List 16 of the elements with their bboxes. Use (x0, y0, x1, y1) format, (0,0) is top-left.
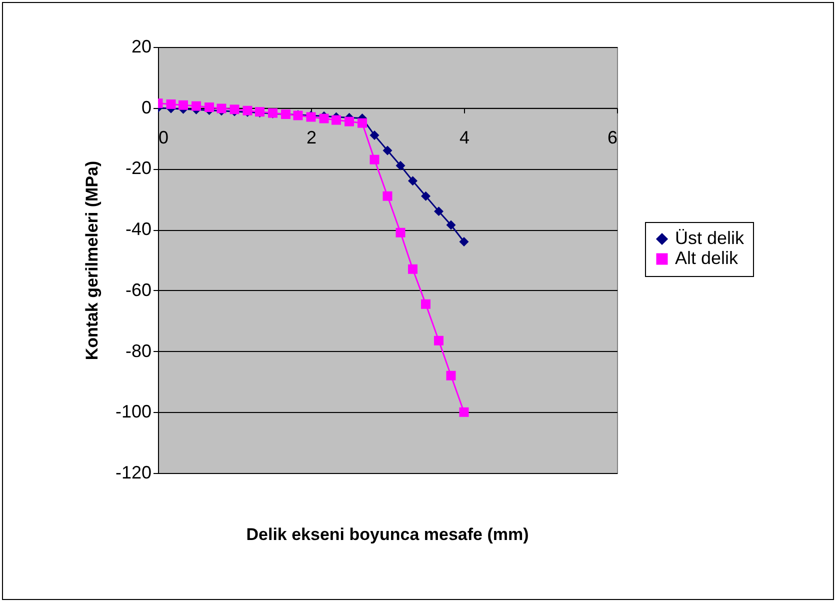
y-tick-label: 0 (141, 97, 152, 118)
legend-label: Alt delik (675, 248, 740, 268)
x-tick-label: 6 (607, 127, 618, 148)
y-tick-label: -100 (115, 402, 152, 422)
x-tick-label: 0 (158, 127, 169, 148)
x-axis-title: Delik ekseni boyunca mesafe (mm) (246, 525, 529, 544)
y-tick-label: -60 (125, 280, 152, 300)
y-tick-label: 20 (131, 36, 152, 56)
legend-label: Üst delik (675, 228, 746, 248)
x-tick-label: 4 (459, 127, 470, 148)
y-axis-title: Kontak gerilmeleri (MPa) (82, 160, 102, 360)
x-tick-label: 2 (306, 127, 317, 148)
y-tick-label: -120 (115, 462, 152, 482)
y-tick-label: -80 (125, 340, 152, 361)
y-tick-label: -40 (125, 219, 152, 240)
y-tick-label: -20 (125, 158, 152, 178)
